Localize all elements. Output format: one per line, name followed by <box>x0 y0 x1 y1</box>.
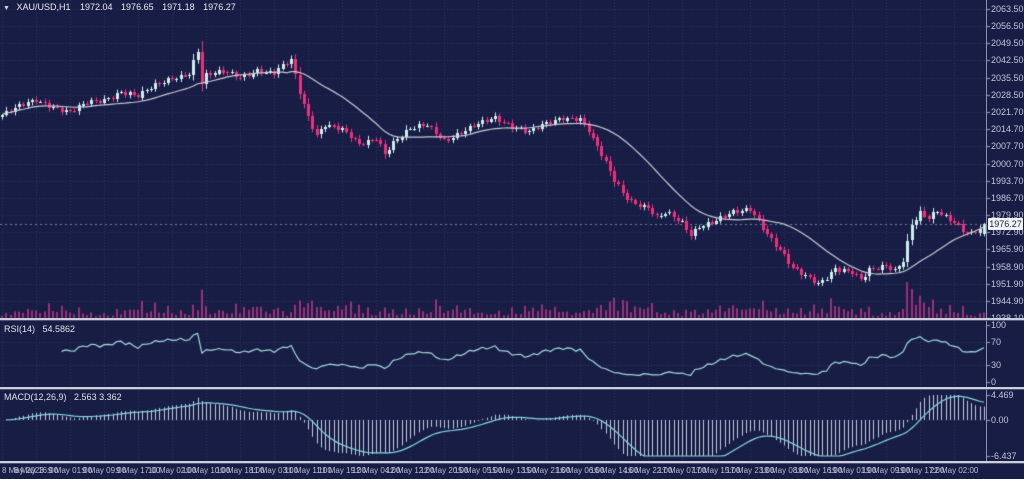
macd-axis-label: 0.00 <box>991 414 1009 425</box>
price-axis-label: 1972.90 <box>991 227 1024 238</box>
price-axis-label: 2049.50 <box>991 38 1024 49</box>
rsi-axis-label: 100 <box>991 320 1007 330</box>
time-axis-label: 16 May 22:00 <box>623 466 673 475</box>
time-axis-label: 17 May 23:00 <box>725 466 775 475</box>
time-axis-label: 9 May 09:00 <box>82 466 127 475</box>
price-axis-label: 1986.70 <box>991 193 1024 204</box>
rsi-axis-label: 30 <box>991 359 1002 370</box>
time-axis-label: 11 May 03:00 <box>250 466 299 475</box>
time-axis-label: 12 May 12:00 <box>385 466 435 475</box>
price-axis-label: 2014.70 <box>991 124 1024 135</box>
time-axis-label: 15 May 13:00 <box>487 466 537 475</box>
price-axis-label: 2042.50 <box>991 55 1024 66</box>
macd-indicator-label: MACD(12,26,9) 2.563 3.362 <box>4 392 127 402</box>
time-axis-label: 22 May 02:00 <box>929 466 979 475</box>
price-axis-label: 1944.90 <box>991 296 1024 307</box>
time-axis-label: 12 May 20:00 <box>419 466 469 475</box>
time-axis-label: 17 May 15:00 <box>691 466 741 475</box>
time-axis-label: 18 May 08:00 <box>759 466 809 475</box>
price-axis[interactable]: 1976.27 2063.50 2056.50 2049.50 2042.50 2035… <box>986 0 1024 463</box>
chart-canvas[interactable] <box>0 0 1024 463</box>
price-axis-label: 1979.90 <box>991 209 1024 220</box>
price-axis-label: 2007.70 <box>991 141 1024 152</box>
time-axis-label: 10 May 10:00 <box>181 466 231 475</box>
time-axis-label: 19 May 17:00 <box>895 466 945 475</box>
rsi-name: RSI(14) <box>4 324 36 334</box>
chart-title: ▼ XAU/USD,H1 1972.04 1976.65 1971.18 197… <box>3 2 242 12</box>
ohlc-open-value: 1972.04 <box>79 2 113 12</box>
time-axis-label: 15 May 21:00 <box>521 466 571 475</box>
time-axis-label: 19 May 09:00 <box>861 466 911 475</box>
time-axis-label: 10 May 18:00 <box>215 466 265 475</box>
macd-value: 2.563 3.362 <box>74 392 122 402</box>
time-axis-label: 12 May 04:00 <box>351 466 401 475</box>
pane-separator-rsi-macd[interactable] <box>0 387 1024 389</box>
price-axis-label: 1958.90 <box>991 261 1024 272</box>
price-axis-label: 1951.90 <box>991 278 1024 289</box>
rsi-axis-label: 70 <box>991 337 1002 348</box>
rsi-indicator-label: RSI(14) 54.5862 <box>4 324 80 334</box>
time-axis-label: 19 May 01:00 <box>827 466 877 475</box>
price-axis-label: 2035.50 <box>991 72 1024 83</box>
time-axis-label: 9 May 17:00 <box>116 466 161 475</box>
macd-axis-label: 4.469 <box>991 390 1014 400</box>
time-axis-label: 8 May 2023 <box>2 466 44 475</box>
time-axis-label: 11 May 19:00 <box>318 466 367 475</box>
price-axis-label: 2028.50 <box>991 89 1024 100</box>
price-axis-label: 2021.70 <box>991 106 1024 117</box>
current-price-tag: 1976.27 <box>988 217 1023 230</box>
time-axis[interactable]: 8 May 2023 8 May 16:00 9 May 01:00 9 May 09… <box>0 463 1024 479</box>
time-axis-label: 16 May 14:00 <box>589 466 639 475</box>
time-axis-label: 16 May 06:00 <box>555 466 605 475</box>
price-axis-label: 2063.50 <box>991 3 1024 14</box>
time-axis-label: 17 May 07:00 <box>657 466 707 475</box>
price-axis-label: 2000.70 <box>991 158 1024 169</box>
chart-menu-icon[interactable]: ▼ <box>3 5 10 12</box>
pane-separator-macd-timeaxis[interactable] <box>0 461 1024 463</box>
rsi-value: 54.5862 <box>42 324 76 334</box>
price-axis-label: 1993.70 <box>991 175 1024 186</box>
time-axis-label: 9 May 01:00 <box>48 466 93 475</box>
ohlc-high-value: 1976.65 <box>121 2 154 12</box>
macd-name: MACD(12,26,9) <box>4 392 67 402</box>
time-axis-label: 15 May 05:00 <box>453 466 503 475</box>
time-axis-label: 8 May 16:00 <box>14 466 59 475</box>
time-axis-label: 18 May 16:00 <box>793 466 843 475</box>
ohlc-low-value: 1971.18 <box>162 2 195 12</box>
time-axis-label: 10 May 02:00 <box>147 466 197 475</box>
pane-separator-main-rsi[interactable] <box>0 318 1024 320</box>
ohlc-close-value: 1976.27 <box>203 2 236 12</box>
rsi-axis-label: 0 <box>991 377 997 387</box>
time-axis-label: 11 May 11:00 <box>284 466 332 475</box>
symbol-timeframe-label: XAU/USD,H1 <box>16 2 71 12</box>
price-axis-label: 1965.90 <box>991 244 1024 255</box>
price-axis-label: 2056.50 <box>991 20 1024 31</box>
macd-axis-label: -6.437 <box>991 451 1017 461</box>
